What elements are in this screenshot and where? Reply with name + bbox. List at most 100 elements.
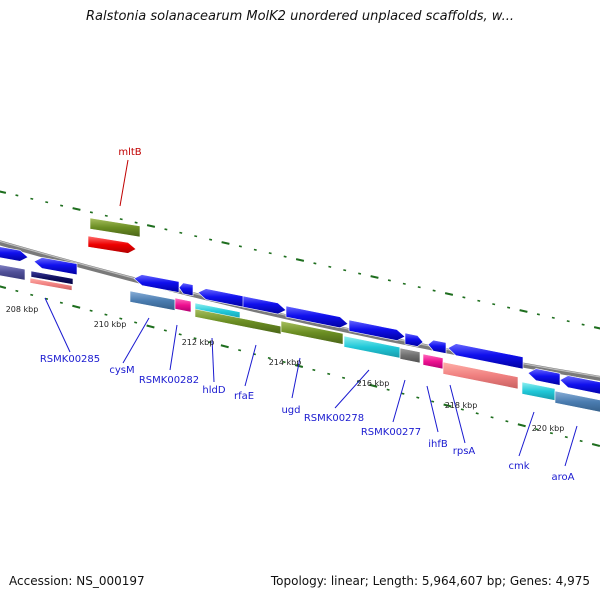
scale-label: 220 kbp xyxy=(532,424,565,433)
gene-feature[interactable] xyxy=(33,257,78,276)
outer-tick xyxy=(283,255,287,258)
gene-feature[interactable] xyxy=(404,332,424,347)
gene-label-ugd[interactable]: ugd xyxy=(281,405,300,416)
gene-feature[interactable] xyxy=(521,381,556,401)
gene-label-aroa[interactable]: aroA xyxy=(552,472,575,483)
outer-tick-marks xyxy=(0,190,600,330)
scale-label: 216 kbp xyxy=(357,379,390,388)
outer-tick xyxy=(60,204,64,207)
outer-tick xyxy=(566,320,570,323)
inner-tick xyxy=(549,432,554,435)
inner-tick xyxy=(564,435,568,439)
gene-feature[interactable] xyxy=(442,361,519,390)
outer-tick xyxy=(194,235,198,238)
outer-tick xyxy=(30,197,34,200)
gene-feature[interactable] xyxy=(554,390,600,413)
gene-feature[interactable] xyxy=(87,235,137,254)
callout-line xyxy=(392,379,406,423)
gene-feature[interactable] xyxy=(280,320,344,345)
label-callouts xyxy=(44,159,578,467)
gene-feature[interactable] xyxy=(194,308,282,335)
accession-text: Accession: NS_000197 xyxy=(9,574,145,588)
gene-feature[interactable] xyxy=(197,288,245,308)
inner-tick xyxy=(312,368,316,372)
outer-tick xyxy=(536,313,540,316)
gene-feature[interactable] xyxy=(527,368,561,386)
outer-tick xyxy=(328,265,332,268)
outer-tick xyxy=(313,262,317,265)
gene-features xyxy=(0,217,600,413)
genome-stats-text: Topology: linear; Length: 5,964,607 bp; … xyxy=(270,574,590,588)
gene-feature[interactable] xyxy=(422,353,444,370)
outer-tick xyxy=(72,207,81,211)
scale-labels: 208 kbp 210 kbp 212 kbp 214 kbp 216 kbp 218 k… xyxy=(6,305,565,433)
gene-label-cysm[interactable]: cysM xyxy=(109,365,134,376)
gene-feature[interactable] xyxy=(0,264,26,281)
outer-tick xyxy=(492,303,496,306)
inner-tick xyxy=(327,372,331,376)
outer-tick xyxy=(89,211,93,214)
outer-tick xyxy=(253,248,257,251)
gene-label-rsmk00285[interactable]: RSMK00285 xyxy=(40,354,100,365)
gene-feature[interactable] xyxy=(399,347,421,364)
inner-tick xyxy=(505,420,509,423)
gene-feature[interactable] xyxy=(30,270,74,285)
scale-label: 210 kbp xyxy=(94,320,127,329)
inner-tick xyxy=(220,344,229,349)
gene-feature[interactable] xyxy=(129,290,176,311)
scale-label: 208 kbp xyxy=(6,305,39,314)
outer-tick xyxy=(134,221,138,224)
outer-tick xyxy=(146,224,156,228)
inner-tick xyxy=(591,443,600,447)
callout-line xyxy=(119,159,129,207)
inner-tick-marks xyxy=(0,285,600,447)
gene-label-rsmk00278[interactable]: RSMK00278 xyxy=(304,413,364,424)
outer-tick xyxy=(402,282,406,285)
inner-tick xyxy=(89,309,93,312)
scale-label: 214 kbp xyxy=(269,358,302,367)
gene-feature[interactable] xyxy=(0,246,29,262)
gene-label-rpsa[interactable]: rpsA xyxy=(453,446,476,457)
inner-tick xyxy=(535,428,539,431)
gene-feature[interactable] xyxy=(348,319,406,341)
inner-tick xyxy=(579,439,583,443)
callout-line xyxy=(291,357,301,399)
inner-tick xyxy=(119,317,123,320)
inner-tick xyxy=(178,333,182,336)
gene-feature[interactable] xyxy=(447,343,524,370)
inner-tick xyxy=(0,285,7,289)
inner-tick xyxy=(517,423,526,428)
gene-label-rfae[interactable]: rfaE xyxy=(234,391,254,402)
outer-tick xyxy=(209,238,213,241)
callout-line xyxy=(244,344,257,387)
gene-feature[interactable] xyxy=(559,375,600,396)
callout-line xyxy=(564,425,578,467)
gene-label-rsmk00282[interactable]: RSMK00282 xyxy=(139,375,199,386)
callout-line xyxy=(518,411,535,457)
inner-tick xyxy=(208,341,212,344)
inner-tick xyxy=(104,313,108,316)
gene-feature[interactable] xyxy=(133,274,180,293)
gene-feature[interactable] xyxy=(29,277,73,291)
callout-line xyxy=(449,384,466,444)
gene-feature[interactable] xyxy=(89,217,141,238)
gene-label-mltb[interactable]: mltB xyxy=(118,147,141,158)
inner-tick xyxy=(431,400,435,403)
outer-tick xyxy=(343,269,347,272)
outer-tick xyxy=(462,296,466,299)
outer-tick xyxy=(15,194,19,197)
gene-label-rsmk00277[interactable]: RSMK00277 xyxy=(361,427,421,438)
scale-label: 212 kbp xyxy=(182,338,215,347)
gene-feature[interactable] xyxy=(178,282,194,297)
gene-label-cmk[interactable]: cmk xyxy=(508,461,529,472)
callout-line xyxy=(44,297,71,353)
gene-label-hldd[interactable]: hldD xyxy=(202,385,225,396)
gene-feature[interactable] xyxy=(427,339,447,354)
gene-feature[interactable] xyxy=(242,295,287,315)
gene-feature[interactable] xyxy=(285,305,349,329)
gene-feature[interactable] xyxy=(174,297,192,313)
inner-tick xyxy=(475,412,479,415)
gene-label-ihfb[interactable]: ihfB xyxy=(428,439,448,450)
